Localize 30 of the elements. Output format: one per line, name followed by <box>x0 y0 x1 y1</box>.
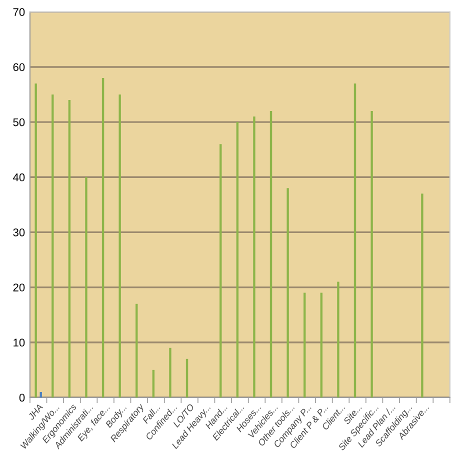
bar <box>34 84 37 398</box>
bar <box>102 78 104 398</box>
y-tick-label: 30 <box>13 228 25 236</box>
bar <box>320 292 322 398</box>
y-tick-label: 60 <box>13 63 25 72</box>
bar <box>421 194 424 398</box>
y-tick-label: 70 <box>13 8 25 16</box>
bar <box>270 111 272 398</box>
bar <box>52 94 54 398</box>
y-tick-label: 40 <box>13 173 25 182</box>
bar <box>40 392 42 398</box>
bar <box>169 348 172 398</box>
bar <box>354 84 356 398</box>
bar <box>118 94 121 398</box>
y-tick-label: 10 <box>14 338 25 347</box>
bar <box>253 116 256 398</box>
bar <box>220 144 222 398</box>
bar <box>152 370 155 398</box>
bar <box>304 292 306 398</box>
bar <box>236 122 239 398</box>
y-tick-label: 20 <box>13 284 25 292</box>
bar <box>286 188 289 398</box>
bar <box>370 111 373 398</box>
bar <box>68 100 71 398</box>
bar <box>85 177 88 398</box>
bar <box>136 304 138 398</box>
y-tick-label: 50 <box>13 118 25 126</box>
bar <box>186 358 188 398</box>
y-tick-label: 0 <box>19 394 25 402</box>
bar <box>337 282 340 398</box>
